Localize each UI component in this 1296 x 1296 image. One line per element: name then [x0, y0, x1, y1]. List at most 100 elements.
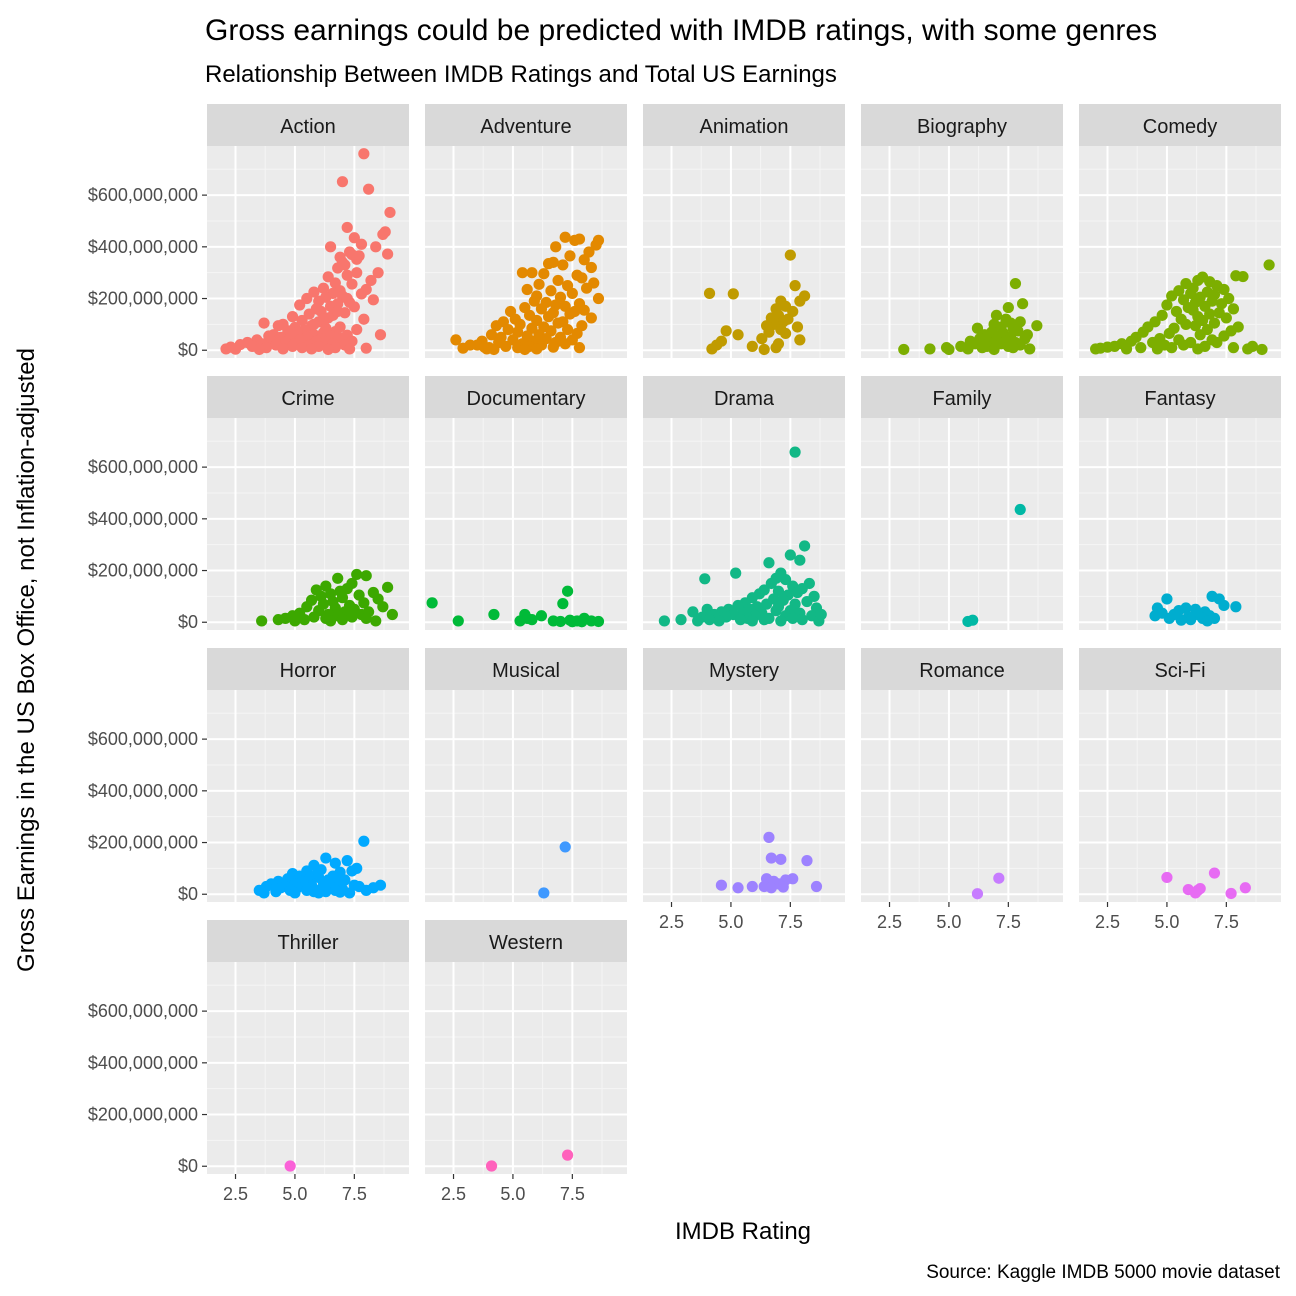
data-point — [675, 614, 687, 626]
data-point — [1246, 340, 1259, 352]
data-point — [478, 341, 491, 353]
data-point — [784, 249, 796, 261]
data-point — [1227, 342, 1240, 354]
x-tick-label: 7.5 — [778, 912, 803, 932]
x-tick-label: 2.5 — [223, 1184, 248, 1204]
data-point — [746, 340, 758, 352]
x-tick-label: 2.5 — [441, 1184, 466, 1204]
data-point — [1185, 614, 1197, 626]
facet-label: Biography — [917, 116, 1007, 138]
data-point — [348, 232, 360, 244]
data-point — [1208, 317, 1221, 329]
data-point — [658, 615, 670, 627]
data-point — [358, 313, 370, 325]
data-point — [370, 241, 382, 253]
data-point — [284, 1160, 296, 1172]
data-point — [351, 323, 363, 336]
panel-background — [425, 690, 627, 902]
data-point — [787, 612, 799, 624]
data-point — [1227, 303, 1240, 315]
x-tick-label: 7.5 — [342, 1184, 367, 1204]
y-tick-label: $200,000,000 — [88, 561, 198, 581]
data-point — [363, 183, 375, 195]
data-point — [258, 317, 270, 329]
data-point — [765, 577, 777, 590]
facet-panel-family: Family — [861, 376, 1063, 630]
data-point — [355, 288, 368, 300]
panel-background — [861, 418, 1063, 630]
data-point — [289, 615, 301, 627]
facet-strip — [861, 648, 1063, 690]
data-point — [765, 882, 777, 894]
data-point — [1156, 607, 1168, 619]
y-axis-title: Gross Earnings in the US Box Office, not… — [13, 348, 40, 972]
data-point — [351, 568, 363, 581]
data-point — [775, 615, 787, 627]
facet-label: Adventure — [480, 116, 571, 138]
data-point — [720, 325, 732, 337]
data-point — [521, 283, 533, 296]
data-point — [253, 343, 265, 356]
data-point — [561, 323, 574, 336]
y-tick-label: $200,000,000 — [88, 289, 198, 309]
data-point — [559, 231, 571, 243]
data-point — [770, 342, 782, 354]
data-point — [382, 581, 394, 593]
data-point — [286, 311, 299, 323]
data-point — [360, 570, 372, 582]
data-point — [573, 233, 586, 245]
data-point — [794, 295, 806, 307]
y-tick-label: $0 — [178, 884, 198, 904]
data-point — [367, 294, 379, 306]
data-point — [1009, 277, 1022, 290]
data-point — [1201, 615, 1213, 627]
data-point — [377, 601, 389, 613]
facet-strip — [207, 104, 409, 146]
data-point — [358, 597, 370, 609]
data-point — [301, 601, 313, 613]
facet-strip — [643, 376, 845, 418]
facet-strip — [861, 104, 1063, 146]
panel-background — [425, 146, 627, 358]
data-point — [358, 835, 370, 847]
data-point — [801, 855, 813, 867]
data-point — [557, 598, 569, 610]
data-point — [990, 309, 1003, 321]
data-point — [346, 278, 358, 290]
data-point — [1024, 343, 1036, 355]
panel-background — [207, 962, 409, 1174]
facet-strip — [425, 648, 627, 690]
y-tick-label: $600,000,000 — [88, 729, 198, 749]
data-point — [573, 342, 586, 354]
data-point — [1002, 301, 1014, 314]
data-point — [810, 880, 823, 893]
data-point — [272, 320, 284, 332]
data-point — [592, 292, 605, 305]
data-point — [1218, 283, 1230, 296]
data-point — [348, 301, 360, 313]
data-point — [564, 308, 576, 320]
data-point — [535, 610, 548, 622]
data-point — [706, 343, 718, 355]
data-point — [533, 278, 545, 290]
facet-label: Musical — [492, 660, 560, 682]
data-point — [502, 323, 514, 336]
x-tick-label: 5.0 — [936, 912, 961, 932]
data-point — [578, 304, 590, 316]
data-point — [763, 557, 775, 569]
data-point — [329, 857, 341, 869]
data-point — [308, 318, 320, 330]
data-point — [298, 614, 311, 626]
data-point — [967, 614, 979, 626]
data-point — [272, 614, 284, 626]
data-point — [256, 615, 268, 627]
data-point — [360, 612, 372, 624]
data-point — [699, 573, 711, 585]
facet-panel-horror: Horror $0 $200,000,000 $400,000,000 $600,000… — [88, 648, 409, 904]
facet-panel-crime: Crime $0 $200,000,000 $400,000,000 $600,000,… — [88, 376, 409, 632]
data-point — [341, 221, 353, 234]
facet-label: Sci-Fi — [1154, 660, 1205, 682]
data-point — [559, 841, 571, 853]
data-point — [971, 888, 984, 900]
x-axis-title: IMDB Rating — [675, 1218, 811, 1245]
